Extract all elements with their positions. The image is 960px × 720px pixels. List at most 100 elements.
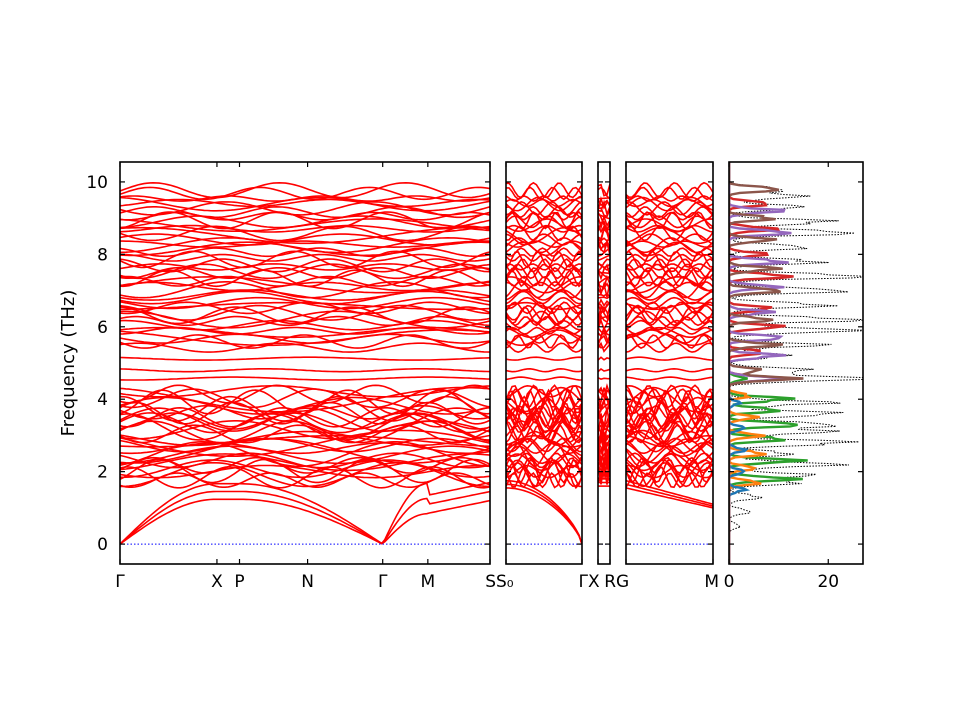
band-line	[120, 429, 490, 457]
band-line	[506, 384, 582, 405]
band-line	[120, 356, 490, 361]
band-line	[598, 258, 610, 272]
band-line	[120, 186, 490, 201]
band-line	[598, 254, 610, 262]
high-symmetry-label: R	[604, 572, 616, 592]
band-line	[120, 333, 490, 344]
band-line	[598, 318, 610, 332]
band-line	[626, 211, 713, 221]
band-line	[626, 211, 713, 230]
partial-dos-curve	[729, 162, 804, 564]
band-line	[506, 461, 582, 488]
band-line	[120, 434, 490, 448]
acoustic-branch	[120, 481, 490, 545]
band-line	[626, 236, 713, 254]
band-line	[120, 407, 490, 433]
band-line	[626, 326, 713, 335]
band-line	[626, 296, 713, 310]
band-line	[626, 429, 713, 458]
band-line	[506, 456, 582, 475]
band-line	[626, 452, 713, 469]
band-line	[506, 356, 582, 361]
panel-frame	[119, 161, 491, 565]
band-line	[506, 236, 582, 254]
band-line	[120, 211, 490, 230]
band-line	[626, 472, 713, 489]
band-line	[506, 289, 582, 301]
band-line	[506, 412, 582, 434]
band-line	[626, 376, 713, 381]
band-line	[120, 198, 490, 208]
band-line	[120, 226, 490, 245]
band-line	[120, 195, 490, 202]
band-line	[506, 186, 582, 201]
band-line	[626, 290, 713, 305]
band-line	[626, 430, 713, 446]
band-line	[506, 268, 582, 288]
high-symmetry-label: Γ	[579, 572, 589, 592]
band-line	[626, 215, 713, 229]
y-tick-label: 4	[97, 390, 108, 410]
band-line	[626, 334, 713, 350]
band-line	[626, 240, 713, 249]
band-line	[626, 281, 713, 292]
acoustic-branch	[626, 479, 713, 505]
band-line	[120, 315, 490, 327]
dos-x-tick-label: 20	[817, 572, 839, 592]
band-line	[120, 438, 490, 464]
band-line	[120, 376, 490, 381]
band-line	[120, 459, 490, 479]
high-symmetry-label: P	[234, 572, 244, 592]
band-line	[626, 181, 713, 199]
band-panel-3	[626, 181, 713, 545]
band-line	[626, 263, 713, 280]
high-symmetry-label: G	[616, 572, 629, 592]
band-line	[506, 181, 582, 199]
band-line	[626, 461, 713, 488]
band-line	[506, 376, 582, 381]
band-line	[506, 407, 582, 432]
band-line	[626, 224, 713, 233]
high-symmetry-label: X	[211, 572, 223, 592]
band-line	[626, 420, 713, 444]
panel-frame	[597, 161, 611, 565]
band-line	[506, 263, 582, 280]
panel-frame	[625, 161, 714, 565]
band-line	[120, 250, 490, 269]
acoustic-branch	[120, 490, 490, 545]
acoustic-branch	[506, 483, 582, 545]
band-line	[506, 296, 582, 310]
band-line	[626, 326, 713, 338]
band-line	[598, 186, 610, 200]
band-line	[626, 384, 713, 404]
band-line	[506, 266, 582, 280]
high-symmetry-label: Γ	[378, 572, 388, 592]
band-line	[626, 456, 713, 474]
band-line	[626, 319, 713, 331]
high-symmetry-label: Γ	[115, 572, 125, 592]
band-line	[598, 298, 610, 308]
band-line	[598, 239, 610, 249]
band-line	[506, 333, 582, 344]
band-line	[598, 367, 610, 373]
band-line	[626, 388, 713, 416]
band-line	[120, 233, 490, 246]
band-line	[626, 201, 713, 216]
band-line	[506, 205, 582, 219]
band-line	[506, 250, 582, 269]
panel-frames	[119, 161, 864, 565]
band-line	[598, 269, 610, 279]
band-line	[120, 181, 490, 199]
band-line	[626, 384, 713, 398]
band-line	[506, 452, 582, 469]
band-line	[598, 213, 610, 220]
band-line	[626, 205, 713, 219]
panel-frame	[728, 161, 864, 565]
band-line	[120, 342, 490, 353]
band-line	[598, 377, 610, 380]
band-line	[120, 385, 490, 398]
band-line	[120, 224, 490, 233]
band-line	[506, 386, 582, 413]
band-line	[626, 395, 713, 423]
